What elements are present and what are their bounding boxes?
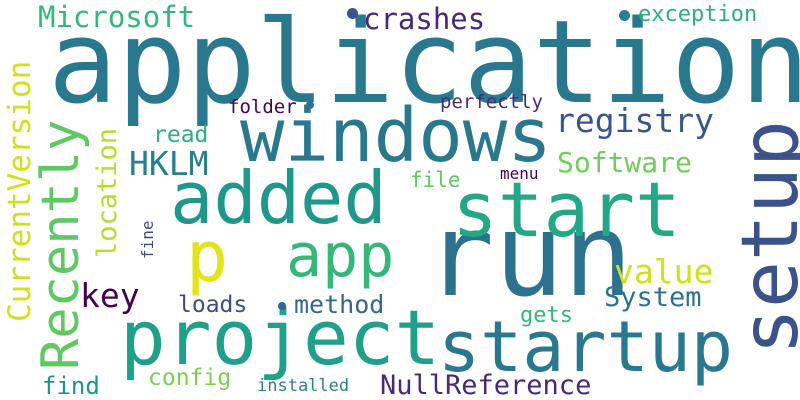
word-microsoft: Microsoft bbox=[38, 0, 196, 34]
word-software: Software bbox=[557, 146, 692, 179]
word-setup: setup bbox=[726, 120, 800, 355]
word-installed: installed bbox=[257, 376, 350, 396]
word-menu: menu bbox=[500, 164, 539, 183]
word-application: application bbox=[48, 0, 800, 130]
word-gets: gets bbox=[520, 303, 573, 328]
separator-dot bbox=[347, 8, 358, 19]
separator-dot bbox=[306, 101, 314, 109]
word-hklm: HKLM bbox=[129, 144, 209, 183]
word-key: key bbox=[80, 276, 140, 315]
word-startup: startup bbox=[438, 306, 734, 388]
word-perfectly: perfectly bbox=[440, 91, 543, 113]
word-project: project bbox=[120, 293, 441, 382]
word-loads: loads bbox=[178, 292, 248, 318]
word-run: run bbox=[425, 189, 633, 323]
word-folder: folder bbox=[228, 96, 297, 118]
word-exception: exception bbox=[638, 2, 758, 27]
word-method: method bbox=[294, 290, 385, 319]
word-crashes: crashes bbox=[363, 2, 486, 36]
word-start: start bbox=[452, 165, 681, 254]
word-app: app bbox=[286, 221, 395, 291]
word-nullreference: NullReference bbox=[380, 370, 592, 400]
word-fine: fine bbox=[138, 220, 157, 259]
word-windows: windows bbox=[240, 93, 552, 179]
word-recently: Recently bbox=[31, 119, 91, 370]
word-registry: registry bbox=[555, 101, 714, 140]
word-read: read bbox=[153, 122, 209, 148]
word-system: System bbox=[604, 282, 702, 313]
word-find: find bbox=[42, 372, 100, 400]
word-file: file bbox=[410, 168, 461, 192]
separator-dot bbox=[278, 302, 286, 310]
word-p: p bbox=[186, 216, 229, 298]
word-currentversion: CurrentVersion bbox=[2, 60, 38, 322]
word-location: location bbox=[92, 127, 123, 258]
word-added: added bbox=[170, 156, 387, 240]
word-value: value bbox=[614, 252, 714, 291]
separator-dot bbox=[619, 10, 630, 21]
word-config: config bbox=[148, 365, 232, 391]
